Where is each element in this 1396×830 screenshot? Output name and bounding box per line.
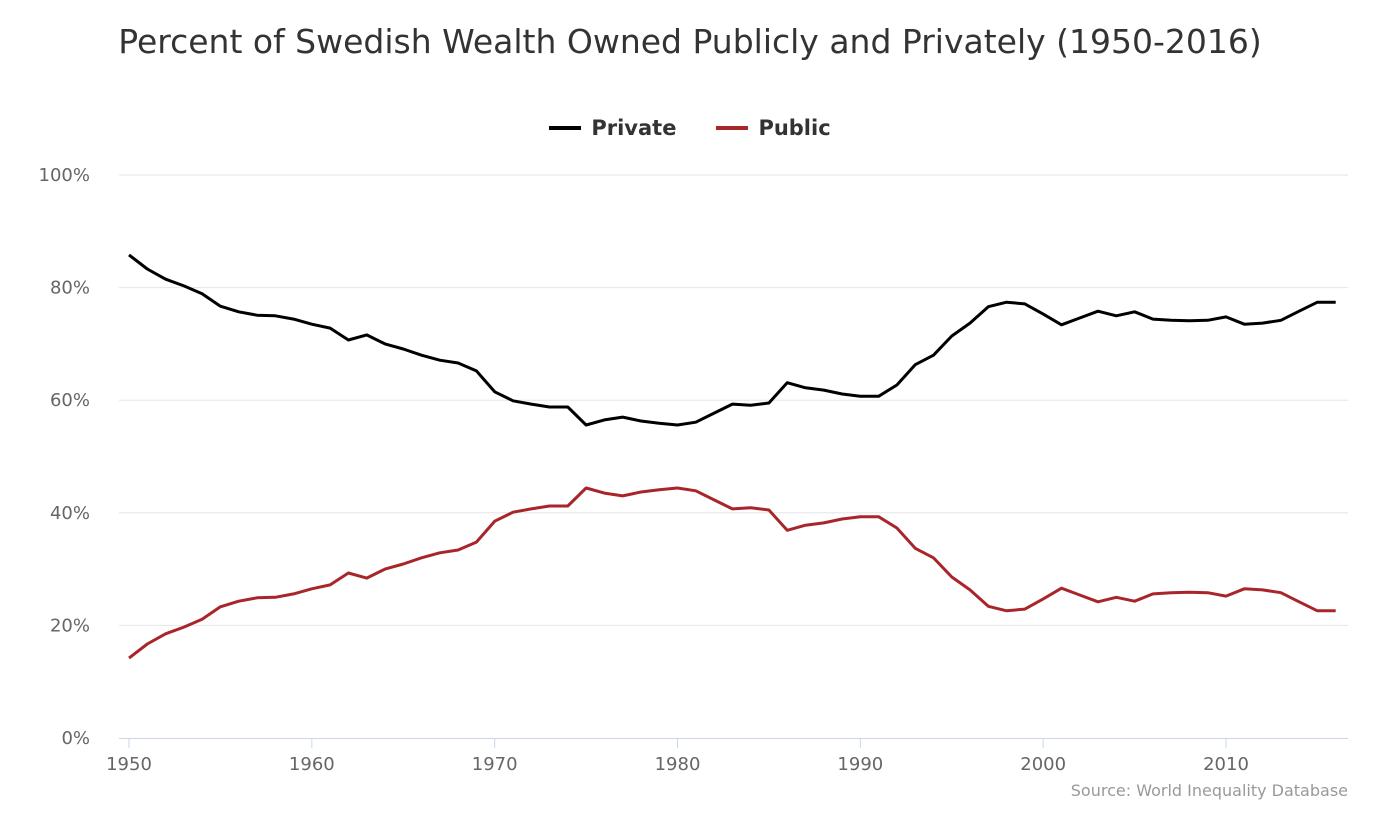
y-tick-label: 40% xyxy=(50,503,90,524)
legend-item-private[interactable]: Private xyxy=(549,116,676,140)
legend: Private Public xyxy=(0,116,1380,140)
legend-label-public: Public xyxy=(758,116,831,140)
x-tick-label: 1980 xyxy=(655,754,701,775)
y-tick-label: 100% xyxy=(39,165,90,186)
x-tick-label: 1990 xyxy=(837,754,883,775)
x-tick-label: 2000 xyxy=(1020,754,1066,775)
x-tick-label: 1960 xyxy=(289,754,335,775)
legend-label-private: Private xyxy=(591,116,677,140)
source-credit: Source: World Inequality Database xyxy=(1070,781,1348,800)
series-line-private xyxy=(128,253,1336,427)
series-line-public xyxy=(128,486,1336,660)
x-tick-label: 2010 xyxy=(1203,754,1249,775)
x-tick-label: 1950 xyxy=(106,754,152,775)
y-tick-label: 0% xyxy=(61,728,90,749)
legend-swatch-public xyxy=(716,126,749,130)
legend-swatch-private xyxy=(549,126,582,130)
chart-title: Percent of Swedish Wealth Owned Publicly… xyxy=(118,22,1262,61)
y-tick-label: 20% xyxy=(50,615,90,636)
legend-item-public[interactable]: Public xyxy=(716,116,831,140)
x-tick-label: 1970 xyxy=(472,754,518,775)
y-tick-label: 60% xyxy=(50,390,90,411)
y-tick-label: 80% xyxy=(50,278,90,299)
